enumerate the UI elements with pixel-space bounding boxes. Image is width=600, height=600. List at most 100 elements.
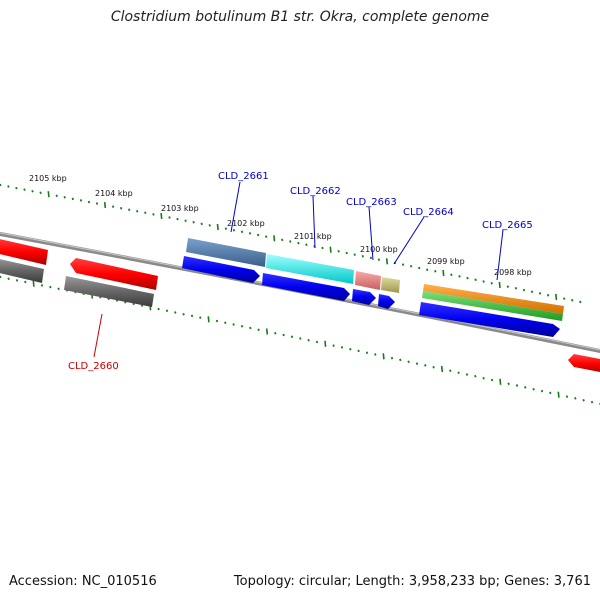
minor-tick bbox=[24, 280, 27, 284]
gene-cld-2663[interactable] bbox=[355, 271, 381, 290]
gene-label-cld-2662[interactable]: CLD_2662 bbox=[290, 186, 341, 197]
minor-tick bbox=[549, 391, 552, 395]
minor-tick bbox=[530, 290, 534, 293]
gene-cld-2661[interactable] bbox=[186, 238, 266, 267]
minor-tick bbox=[571, 299, 574, 302]
minor-tick bbox=[418, 266, 421, 270]
kbp-label: 2103 kbp bbox=[161, 204, 199, 213]
gene-blue-reverse-5[interactable] bbox=[419, 302, 560, 337]
minor-tick bbox=[215, 319, 219, 323]
minor-tick bbox=[365, 351, 369, 354]
minor-tick bbox=[248, 232, 252, 235]
minor-tick bbox=[399, 358, 402, 362]
gene-blue-reverse-2[interactable] bbox=[262, 273, 350, 301]
gene-label-cld-2661[interactable]: CLD_2661 bbox=[218, 171, 269, 182]
gene-green[interactable] bbox=[422, 291, 563, 321]
minor-tick bbox=[390, 356, 394, 360]
gene-label-cld-2660[interactable]: CLD_2660 bbox=[68, 361, 119, 372]
minor-tick bbox=[426, 268, 429, 271]
leader-cld-2660 bbox=[93, 313, 103, 358]
minor-tick bbox=[232, 228, 236, 232]
minor-tick bbox=[282, 333, 285, 337]
minor-tick bbox=[15, 279, 19, 282]
minor-tick bbox=[345, 251, 348, 255]
minor-tick bbox=[474, 278, 477, 282]
gene-blue-reverse-1[interactable] bbox=[182, 256, 260, 283]
minor-tick bbox=[49, 285, 52, 289]
accession-text: Accession: NC_010516 bbox=[9, 574, 157, 589]
kbp-label: 2101 kbp bbox=[294, 232, 332, 241]
gene-label-cld-2665[interactable]: CLD_2665 bbox=[482, 220, 533, 231]
minor-tick bbox=[353, 253, 356, 256]
major-tick bbox=[442, 269, 445, 277]
gene-red-left-edge[interactable] bbox=[0, 238, 48, 265]
major-tick bbox=[440, 365, 444, 373]
minor-tick bbox=[224, 227, 228, 230]
minor-tick bbox=[128, 208, 131, 211]
kbp-label: 2099 kbp bbox=[427, 257, 465, 266]
major-tick bbox=[265, 328, 269, 335]
upper-tick-ruler bbox=[0, 183, 582, 304]
minor-tick bbox=[290, 335, 294, 338]
kbp-label: 2102 kbp bbox=[227, 219, 265, 228]
gene-grey-left-edge[interactable] bbox=[0, 258, 44, 283]
minor-tick bbox=[321, 246, 324, 250]
minor-tick bbox=[157, 307, 160, 311]
leader-cld-2662 bbox=[312, 195, 316, 249]
minor-tick bbox=[458, 275, 461, 278]
minor-tick bbox=[174, 311, 177, 314]
minor-tick bbox=[449, 369, 452, 373]
gene-cld-2662[interactable] bbox=[266, 254, 354, 284]
major-tick bbox=[216, 223, 219, 231]
minor-tick bbox=[466, 276, 469, 280]
minor-tick bbox=[0, 183, 2, 187]
major-tick bbox=[382, 353, 385, 360]
minor-tick bbox=[482, 280, 485, 283]
major-tick bbox=[47, 191, 50, 198]
leader-cld-2663 bbox=[368, 206, 374, 261]
gene-cld-2660[interactable] bbox=[70, 258, 158, 290]
minor-tick bbox=[340, 346, 344, 349]
map-title: Clostridium botulinum B1 str. Okra, comp… bbox=[110, 9, 490, 25]
minor-tick bbox=[297, 241, 300, 245]
minor-tick bbox=[144, 211, 147, 215]
gene-grey-below-2660[interactable] bbox=[64, 276, 154, 307]
minor-tick bbox=[374, 353, 377, 356]
minor-tick bbox=[424, 364, 427, 367]
gene-label-cld-2663[interactable]: CLD_2663 bbox=[346, 197, 397, 208]
gene-label-cld-2664[interactable]: CLD_2664 bbox=[403, 207, 454, 218]
minor-tick bbox=[232, 323, 235, 326]
minor-tick bbox=[240, 230, 244, 234]
minor-tick bbox=[369, 256, 373, 260]
minor-tick bbox=[582, 399, 585, 402]
major-tick bbox=[555, 293, 558, 300]
minor-tick bbox=[289, 240, 292, 243]
minor-tick bbox=[532, 387, 535, 391]
gene-cld-2664[interactable] bbox=[381, 277, 400, 293]
minor-tick bbox=[249, 326, 252, 330]
minor-tick bbox=[136, 210, 139, 213]
kbp-label: 2098 kbp bbox=[494, 268, 532, 277]
gene-red-right-edge[interactable] bbox=[568, 354, 600, 373]
minor-tick bbox=[192, 221, 195, 224]
minor-tick bbox=[71, 197, 74, 201]
minor-tick bbox=[55, 194, 58, 198]
minor-tick bbox=[349, 347, 352, 351]
minor-tick bbox=[490, 378, 494, 382]
minor-tick bbox=[176, 217, 179, 221]
minor-tick bbox=[514, 287, 518, 290]
major-tick bbox=[324, 340, 327, 347]
minor-tick bbox=[152, 213, 155, 216]
minor-tick bbox=[574, 397, 577, 400]
minor-tick bbox=[168, 216, 171, 219]
major-tick bbox=[32, 280, 35, 287]
minor-tick bbox=[401, 263, 405, 266]
minor-tick bbox=[490, 281, 493, 285]
gene-blue-reverse-4[interactable] bbox=[378, 294, 395, 309]
minor-tick bbox=[199, 316, 202, 319]
gene-cld-2665[interactable] bbox=[423, 284, 564, 314]
minor-tick bbox=[281, 238, 284, 242]
leader-cld-2661 bbox=[230, 181, 241, 233]
minor-tick bbox=[337, 250, 340, 253]
gene-blue-reverse-3[interactable] bbox=[352, 289, 376, 305]
